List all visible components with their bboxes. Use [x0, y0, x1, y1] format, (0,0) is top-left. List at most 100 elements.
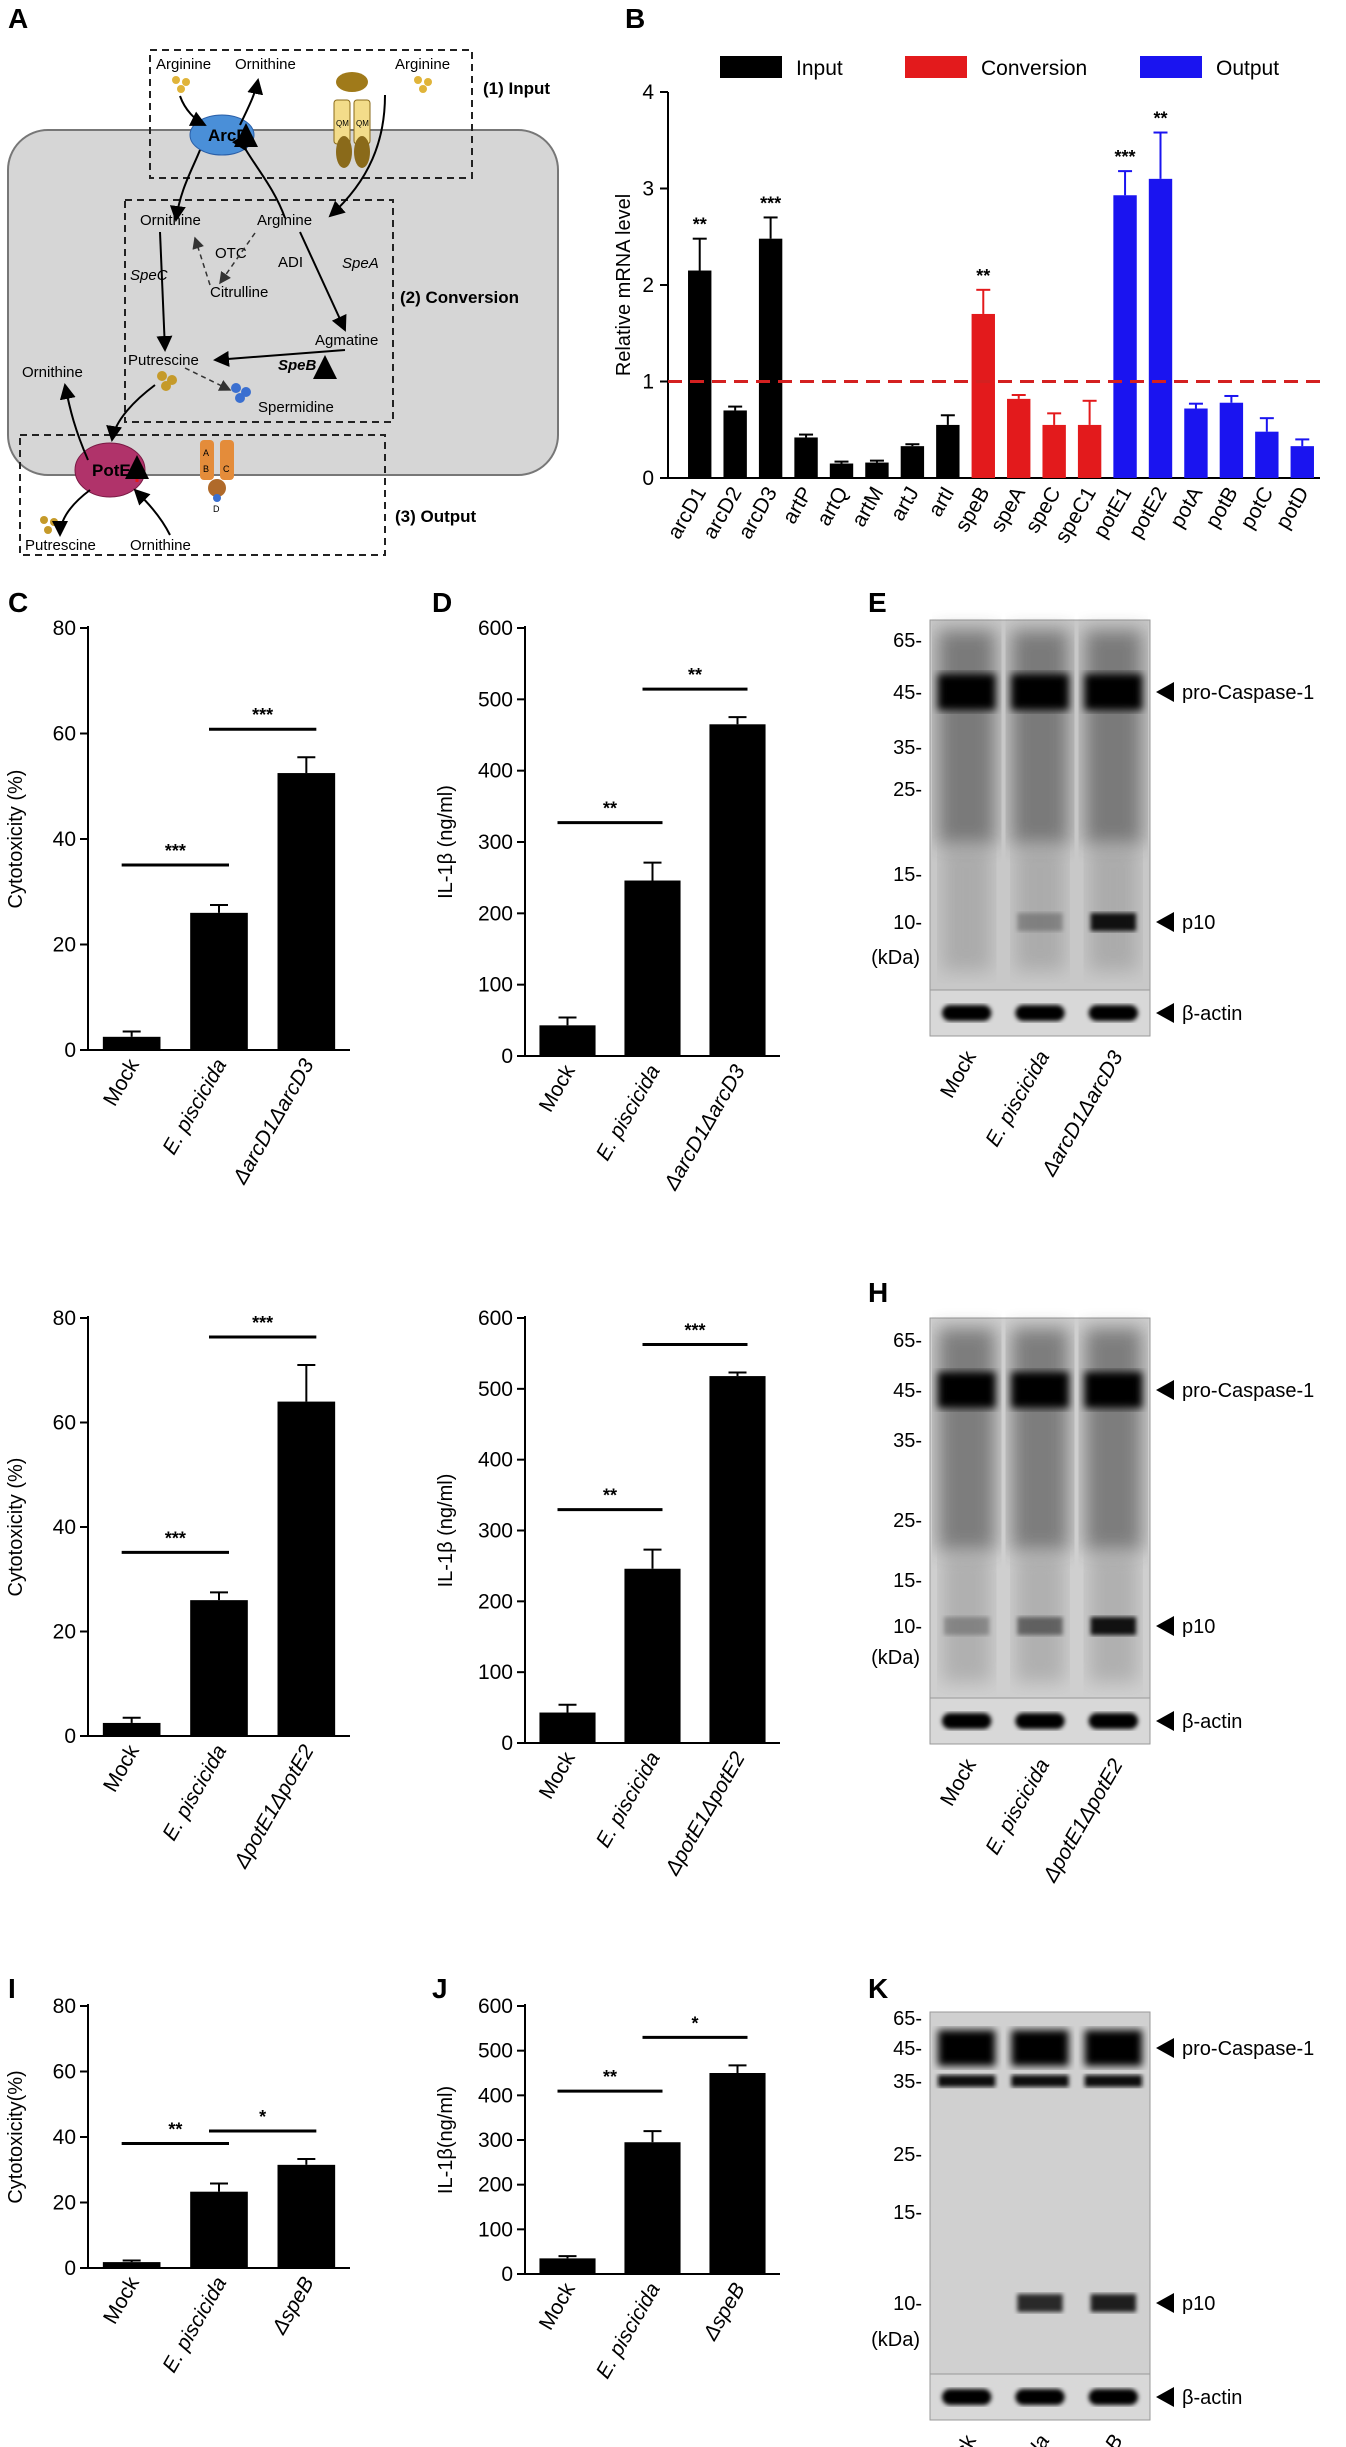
legend-label: Input	[796, 57, 843, 80]
pote-label: PotE	[92, 461, 131, 480]
adi-label: ADI	[278, 254, 303, 271]
section-output-label: (3) Output	[395, 507, 477, 526]
output-ornithine-out: Ornithine	[22, 364, 83, 381]
panel-d-chart: D 0 100 200 300 400 500 600 IL-1β (ng/ml) Mock E.…	[432, 587, 780, 1195]
bar	[936, 424, 960, 478]
arcd-label: ArcD	[208, 126, 249, 145]
bar	[539, 1025, 596, 1056]
actin-band	[1088, 2389, 1138, 2405]
x-category-label: ΔspeB	[267, 2273, 318, 2339]
x-category-label: speA	[986, 483, 1030, 536]
pro-caspase-band	[1011, 2030, 1069, 2066]
svg-text:A: A	[203, 448, 209, 458]
significance-marker: **	[603, 799, 617, 819]
x-category-label: Mock	[535, 1061, 580, 1116]
significance-marker: ***	[165, 1528, 186, 1548]
x-category-label: artI	[924, 483, 959, 521]
bar	[829, 463, 854, 478]
x-category-label: ΔpotE1ΔpotE2	[229, 1741, 319, 1873]
y-tick-label: 500	[478, 2040, 513, 2063]
bar	[1290, 446, 1314, 478]
bar	[277, 2164, 336, 2268]
y-tick-label: 400	[478, 2084, 513, 2107]
panel-letter-a: A	[8, 3, 28, 34]
mw-marker-label: 15-	[893, 864, 922, 886]
putrescine-molecules-icon	[40, 516, 58, 534]
y-axis-title: IL-1β (ng/ml)	[435, 1474, 457, 1588]
svg-text:D: D	[213, 504, 220, 514]
bar	[709, 1376, 766, 1743]
bar	[709, 724, 766, 1056]
y-tick-label: 80	[53, 617, 76, 640]
p10-label: p10	[1182, 912, 1215, 934]
x-category-label: potA	[1166, 483, 1208, 532]
bar	[624, 2142, 681, 2274]
spea-label: SpeA	[342, 255, 379, 272]
pro-caspase-band	[1084, 674, 1142, 710]
x-category-label: E. piscicida	[158, 1055, 231, 1158]
pro-caspase-band	[938, 2030, 996, 2066]
mw-marker-label: 65-	[893, 630, 922, 652]
y-tick-label: 20	[53, 1621, 76, 1644]
bar	[1007, 398, 1031, 478]
actin-band	[1088, 1005, 1138, 1021]
significance-marker: **	[693, 215, 707, 235]
panel-k-western-blot: K 65- 45- 35- 25- 15- 10- (kDa) pro-Caspase-1 p1…	[868, 1973, 1314, 2447]
kda-label: (kDa)	[871, 947, 920, 969]
lane-smear	[1015, 846, 1065, 971]
pointer-arrow-icon	[1156, 2038, 1174, 2058]
p10-band	[1090, 2294, 1136, 2312]
y-tick-label: 0	[501, 1732, 513, 1755]
bar	[1184, 408, 1208, 478]
y-tick-label: 0	[64, 1039, 76, 1062]
significance-marker: ***	[252, 1313, 273, 1333]
panel-letter-h: H	[868, 1277, 888, 1308]
output-ornithine: Ornithine	[130, 537, 191, 554]
significance-marker: **	[603, 2067, 617, 2087]
lane-label: Mock	[936, 2431, 981, 2447]
pro-caspase-band	[938, 1372, 996, 1408]
lane-smear	[1084, 1328, 1142, 1551]
pro-caspase-label: pro-Caspase-1	[1182, 2038, 1314, 2060]
y-tick-label: 60	[53, 723, 76, 746]
bar	[723, 410, 747, 478]
mw-marker-label: 65-	[893, 2008, 922, 2030]
spermidine-molecules-icon	[157, 371, 251, 403]
panel-a-diagram: A (1) Input (2) Conversion (3) Output Ar…	[7, 3, 559, 556]
pointer-arrow-icon	[1156, 2293, 1174, 2313]
panel-j-chart: J 0 100 200 300 400 500 600 IL-1β(ng/ml) Mock E. …	[432, 1973, 780, 2382]
y-tick-label: 80	[53, 1995, 76, 2018]
x-category-label: Mock	[535, 1748, 580, 1803]
panel-letter-j: J	[432, 1973, 448, 2004]
x-category-label: speB	[951, 483, 995, 536]
p10-band	[1017, 1617, 1063, 1635]
p10-band	[944, 1617, 990, 1635]
y-tick-label: 600	[478, 1995, 513, 2018]
p10-label: p10	[1182, 1616, 1215, 1638]
x-category-label: potC	[1236, 483, 1278, 533]
lane-label: ΔpotE1ΔpotE2	[1038, 1755, 1128, 1887]
lane-label: ΔarcD1ΔarcD3	[1037, 1047, 1128, 1181]
kda-label: (kDa)	[871, 2329, 920, 2351]
bar	[190, 1600, 248, 1736]
x-category-label: ΔarcD1ΔarcD3	[659, 1061, 750, 1195]
p10-band	[1090, 1617, 1136, 1635]
y-axis-title: Cytotoxicity (%)	[5, 770, 27, 909]
pro-caspase-band	[938, 674, 996, 710]
significance-marker: **	[976, 266, 990, 286]
bar	[1113, 195, 1137, 478]
bar	[709, 2073, 766, 2274]
beta-actin-label: β-actin	[1182, 1003, 1242, 1025]
svg-text:B: B	[203, 464, 209, 474]
y-tick-label: 4	[642, 81, 654, 104]
x-category-label: artQ	[812, 483, 852, 530]
abc-transporter-icon: QM QM	[333, 72, 371, 168]
speb-label: SpeB	[278, 357, 317, 374]
lane-label: Mock	[936, 1047, 981, 1102]
lane-smear	[938, 1328, 996, 1551]
bar	[102, 1036, 161, 1050]
panel-b-chart: B 0 1 2 3 4 Relative mRNA level Input Conversio…	[613, 3, 1320, 547]
x-category-label: Mock	[99, 1055, 144, 1110]
legend-label: Output	[1216, 57, 1279, 80]
bar	[277, 773, 336, 1050]
